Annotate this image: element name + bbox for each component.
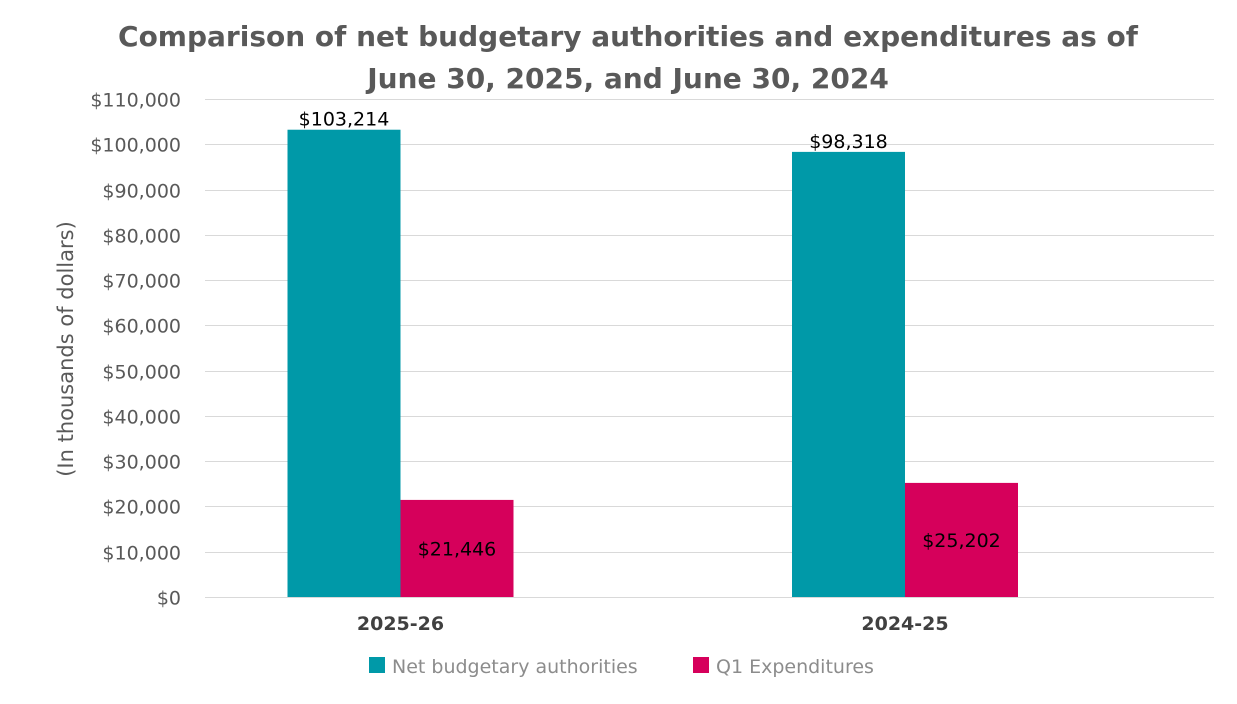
bar [287, 129, 401, 597]
y-tick-label: $90,000 [102, 181, 181, 203]
legend-item: Net budgetary authorities [369, 656, 638, 678]
data-label: $103,214 [299, 109, 390, 131]
y-axis-ticks: $0 $10,000 $20,000 $30,000 $40,000 $50,000 $60… [90, 90, 181, 610]
x-axis-categories: 2025-26 2024-25 [357, 613, 949, 635]
legend-swatch [369, 657, 385, 673]
y-tick-label: $60,000 [102, 316, 181, 338]
y-tick-label: $40,000 [102, 407, 181, 429]
y-tick-label: $0 [157, 588, 181, 610]
y-tick-label: $30,000 [102, 452, 181, 474]
bar [905, 482, 1018, 597]
bars [287, 129, 1018, 597]
x-category-label: 2025-26 [357, 613, 444, 635]
legend-swatch [693, 657, 709, 673]
bar [792, 151, 905, 597]
legend-label: Net budgetary authorities [392, 656, 638, 678]
chart-title: Comparison of net budgetary authorities … [118, 20, 1139, 95]
y-tick-label: $80,000 [102, 226, 181, 248]
y-tick-label: $110,000 [90, 90, 181, 112]
bar [400, 499, 514, 597]
y-tick-label: $70,000 [102, 271, 181, 293]
legend-item: Q1 Expenditures [693, 656, 874, 678]
data-label: $25,202 [922, 530, 1001, 552]
chart-title-line-1: Comparison of net budgetary authorities … [118, 20, 1139, 53]
x-category-label: 2024-25 [861, 613, 948, 635]
y-axis-title: (In thousands of dollars) [54, 221, 78, 477]
legend-label: Q1 Expenditures [716, 656, 874, 678]
data-label: $98,318 [809, 131, 888, 153]
legend: Net budgetary authorities Q1 Expenditures [369, 656, 874, 678]
y-tick-label: $100,000 [90, 135, 181, 157]
y-tick-label: $20,000 [102, 497, 181, 519]
chart-title-line-2: June 30, 2025, and June 30, 2024 [365, 62, 889, 95]
y-tick-label: $50,000 [102, 362, 181, 384]
data-label: $21,446 [418, 538, 497, 560]
y-tick-label: $10,000 [102, 543, 181, 565]
data-labels: $103,214 $21,446 $98,318 $25,202 [299, 109, 1001, 561]
